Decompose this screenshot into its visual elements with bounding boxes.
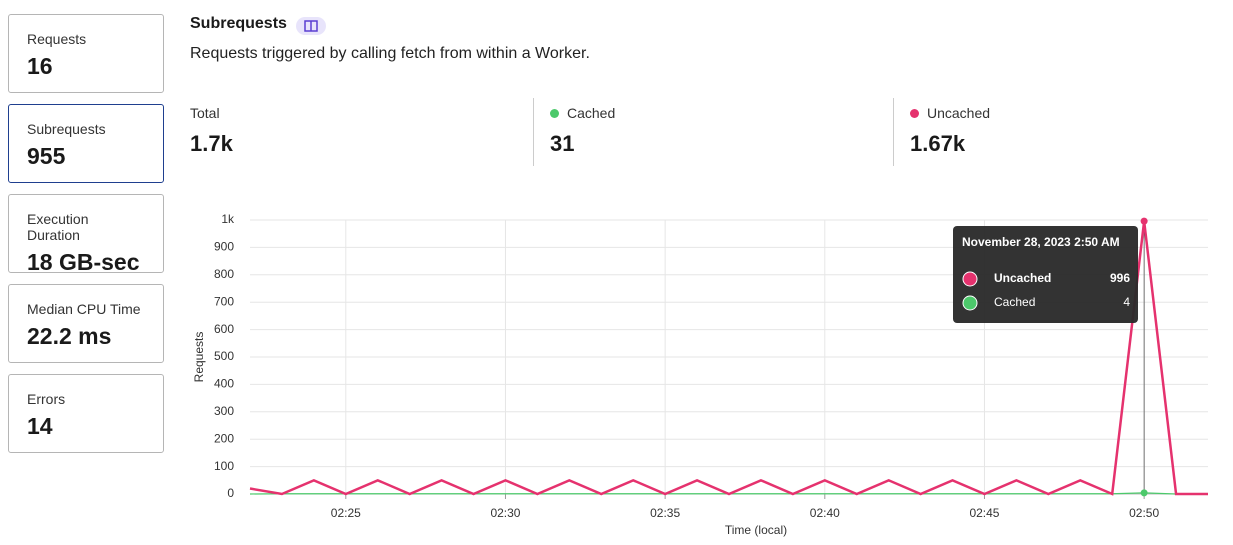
metric-value: 16 <box>27 53 53 79</box>
y-tick-label: 200 <box>214 431 234 445</box>
stat-header: Uncached <box>910 105 990 121</box>
y-tick-label: 400 <box>214 377 234 391</box>
hover-point <box>1140 217 1148 225</box>
stat-label: Total <box>190 105 220 121</box>
metric-label: Execution Duration <box>27 211 89 243</box>
metric-value: 955 <box>27 143 66 169</box>
hover-point <box>1140 489 1148 497</box>
metric-value: 14 <box>27 413 53 439</box>
stat-header: Total <box>190 105 233 121</box>
metric-label: Requests <box>27 31 87 47</box>
x-tick-label: 02:25 <box>331 506 361 520</box>
stat: Uncached 1.67k <box>910 105 990 157</box>
tooltip-value: 996 <box>1110 271 1130 285</box>
metric-value: 22.2 ms <box>27 323 112 349</box>
metric-card[interactable]: Subrequests 955 <box>8 104 164 183</box>
x-tick-label: 02:45 <box>969 506 999 520</box>
metric-value: 18 GB-sec <box>27 249 140 275</box>
y-tick-label: 900 <box>214 240 234 254</box>
stat-divider <box>893 98 894 166</box>
tooltip-name: Uncached <box>994 271 1051 285</box>
metric-card[interactable]: Execution Duration 18 GB-sec <box>8 194 164 275</box>
section-description: Requests triggered by calling fetch from… <box>190 45 590 62</box>
stat: Total 1.7k <box>190 105 233 157</box>
y-tick-label: 1k <box>221 212 235 226</box>
y-tick-label: 600 <box>214 322 234 336</box>
y-tick-label: 0 <box>227 486 234 500</box>
tooltip-swatch <box>962 271 978 287</box>
metric-card[interactable]: Requests 16 <box>8 14 164 93</box>
stat-header: Cached <box>550 105 615 121</box>
chart: 0 100 200 300 400 500 600 700 800 900 1k 02:25 02:30… <box>192 212 1208 537</box>
docs-icon[interactable] <box>296 17 326 35</box>
metric-label: Median CPU Time <box>27 301 141 317</box>
series-line <box>249 220 1208 496</box>
tooltip-value: 4 <box>1123 295 1130 309</box>
x-tick-label: 02:30 <box>490 506 520 520</box>
stat-value: 1.67k <box>910 131 966 156</box>
stat-divider <box>533 98 534 166</box>
metric-label: Errors <box>27 391 66 407</box>
metric-card[interactable]: Median CPU Time 22.2 ms <box>8 284 164 363</box>
stat-dot <box>910 109 919 118</box>
stat-label: Cached <box>567 105 616 121</box>
stat-label: Uncached <box>927 105 991 121</box>
y-tick-label: 800 <box>214 267 234 281</box>
stat-value: 1.7k <box>190 131 233 156</box>
x-tick-label: 02:40 <box>810 506 840 520</box>
x-tick-label: 02:35 <box>650 506 680 520</box>
tooltip-box <box>953 226 1138 323</box>
stat-value: 31 <box>550 131 575 156</box>
y-axis-label: Requests <box>192 332 206 383</box>
metric-label: Subrequests <box>27 121 106 137</box>
y-tick-label: 500 <box>214 349 234 363</box>
stat-dot <box>550 109 559 118</box>
tooltip-title: November 28, 2023 2:50 AM <box>962 235 1120 249</box>
stat: Cached 31 <box>550 105 615 157</box>
tooltip-name: Cached <box>994 295 1035 309</box>
metric-card[interactable]: Errors 14 <box>8 374 164 453</box>
x-tick-label: 02:50 <box>1129 506 1159 520</box>
y-tick-label: 700 <box>214 294 234 308</box>
section-title: Subrequests <box>190 15 287 32</box>
x-axis-label: Time (local) <box>725 523 787 537</box>
y-tick-label: 300 <box>214 404 234 418</box>
y-tick-label: 100 <box>214 459 234 473</box>
tooltip-swatch <box>962 295 978 311</box>
